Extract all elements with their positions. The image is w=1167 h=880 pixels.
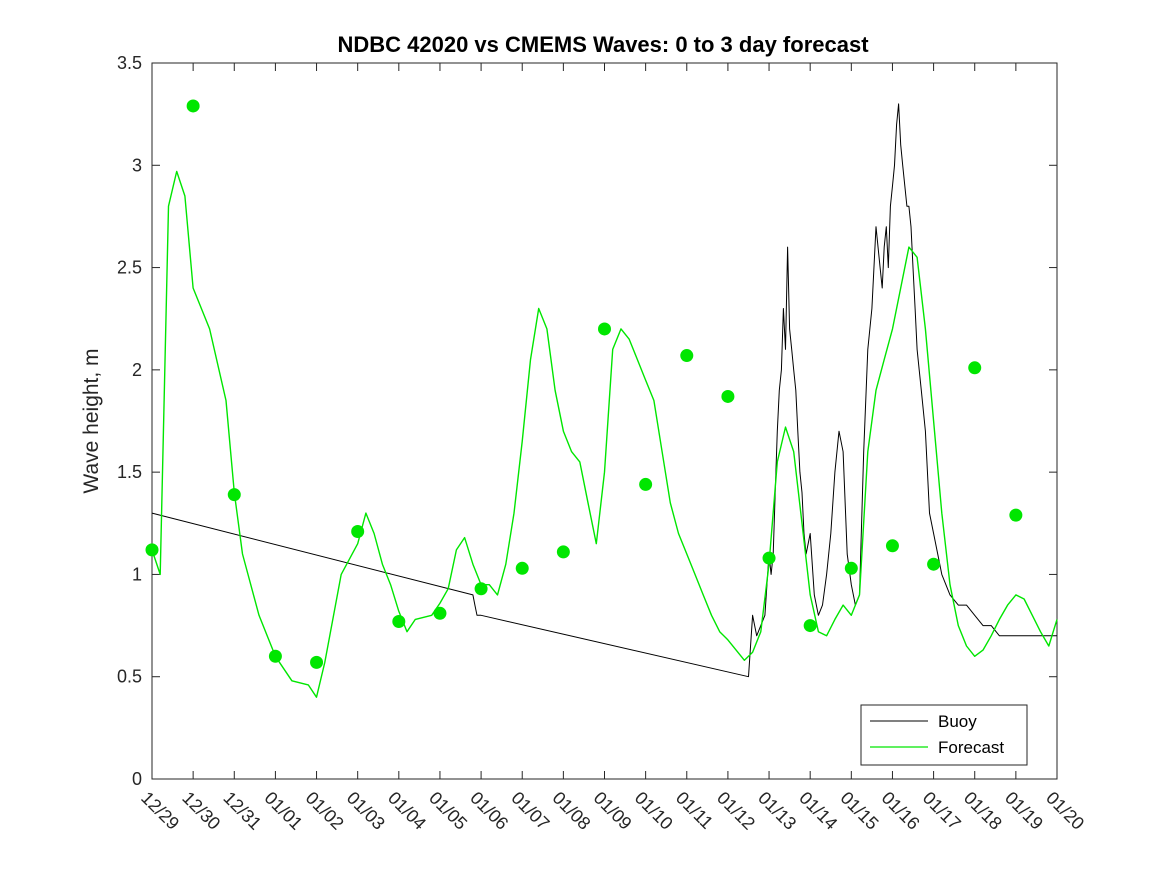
x-tick-label: 01/09 xyxy=(590,788,636,834)
y-axis-label: Wave height, m xyxy=(80,348,103,493)
series-line-forecast xyxy=(151,170,1058,698)
forecast-marker xyxy=(598,322,611,336)
forecast-marker xyxy=(927,557,941,571)
forecast-marker xyxy=(803,619,817,633)
x-tick-label: 01/13 xyxy=(754,788,800,834)
series-layer xyxy=(151,103,1058,698)
y-tick-label: 1 xyxy=(132,564,142,584)
x-tick-label: 01/01 xyxy=(261,788,307,834)
forecast-marker xyxy=(721,389,735,403)
forecast-marker xyxy=(433,606,447,620)
x-tick-label: 01/08 xyxy=(549,788,595,834)
x-tick-label: 01/15 xyxy=(836,788,882,834)
y-tick-label: 3.5 xyxy=(117,53,142,73)
forecast-marker xyxy=(310,655,324,669)
forecast-marker xyxy=(227,488,241,502)
x-tick-label: 01/05 xyxy=(425,788,471,834)
y-tick-label: 2 xyxy=(132,360,142,380)
x-tick-label: 12/30 xyxy=(178,788,224,834)
forecast-marker xyxy=(885,539,899,553)
y-tick-label: 0 xyxy=(132,769,142,789)
x-tick-label: 01/10 xyxy=(631,788,677,834)
x-tick-label: 01/20 xyxy=(1042,788,1088,834)
x-tick-label: 01/18 xyxy=(960,788,1006,834)
x-tick-label: 12/31 xyxy=(219,788,265,834)
y-tick-label: 2.5 xyxy=(117,258,142,278)
legend-box xyxy=(860,704,1028,766)
forecast-marker xyxy=(145,543,159,557)
legend-forecast-label: Forecast xyxy=(938,738,1004,757)
chart-title: NDBC 42020 vs CMEMS Waves: 0 to 3 day fo… xyxy=(337,32,869,57)
forecast-marker xyxy=(639,477,653,491)
x-tick-label: 01/16 xyxy=(878,788,924,834)
plot-area-border xyxy=(151,62,1058,780)
legend: Buoy Forecast xyxy=(860,704,1028,766)
y-axis-ticks: 0 0.5 1 1.5 2 2.5 3 3.5 xyxy=(117,53,1057,789)
x-tick-label: 01/19 xyxy=(1001,788,1047,834)
plot-frame xyxy=(151,62,1058,780)
x-tick-label: 01/02 xyxy=(302,788,348,834)
forecast-marker xyxy=(844,561,858,575)
y-tick-label: 0.5 xyxy=(117,667,142,687)
x-tick-label: 01/12 xyxy=(713,788,759,834)
forecast-marker xyxy=(186,99,200,113)
x-tick-label: 01/14 xyxy=(795,788,841,834)
forecast-marker xyxy=(351,524,365,538)
x-tick-label: 01/03 xyxy=(343,788,389,834)
x-tick-label: 01/17 xyxy=(919,788,965,834)
forecast-marker xyxy=(1009,508,1023,522)
forecast-marker xyxy=(474,582,488,596)
y-tick-label: 3 xyxy=(132,155,142,175)
forecast-marker xyxy=(556,545,570,559)
legend-buoy-label: Buoy xyxy=(938,712,977,731)
forecast-marker xyxy=(968,361,982,375)
series-line-buoy xyxy=(151,103,1057,678)
x-tick-label: 12/29 xyxy=(137,788,183,834)
forecast-marker xyxy=(268,649,282,663)
x-tick-label: 01/04 xyxy=(384,788,430,834)
x-tick-label: 01/06 xyxy=(466,788,512,834)
forecast-marker xyxy=(515,561,529,575)
forecast-marker xyxy=(762,551,776,565)
forecast-marker-layer xyxy=(145,99,1023,669)
y-tick-label: 1.5 xyxy=(117,462,142,482)
x-tick-label: 01/11 xyxy=(672,788,717,833)
forecast-marker xyxy=(392,614,406,628)
x-tick-label: 01/07 xyxy=(507,788,553,834)
forecast-marker xyxy=(680,349,694,363)
